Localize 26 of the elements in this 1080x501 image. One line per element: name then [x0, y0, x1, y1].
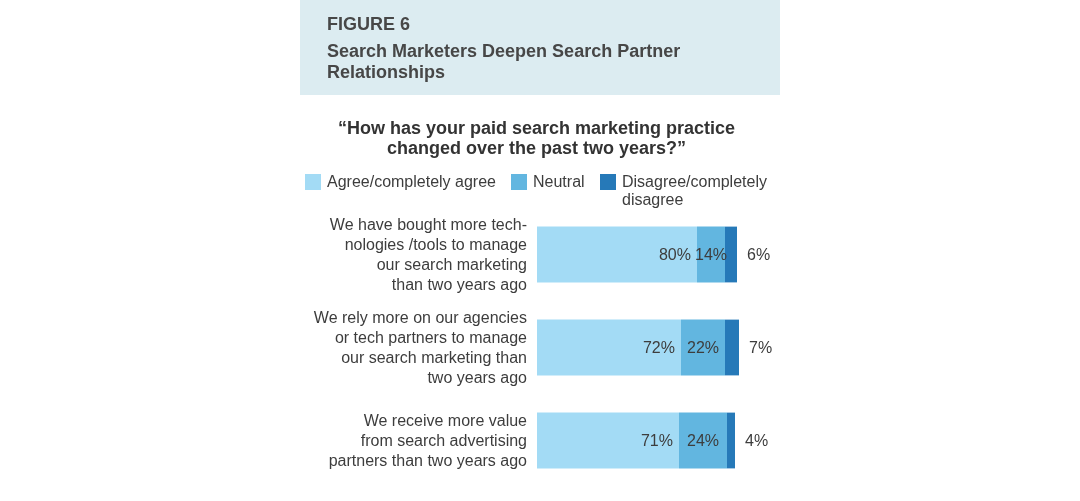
legend-label: Disagree/completely disagree [622, 173, 767, 208]
data-label: 4% [745, 431, 769, 449]
bar [537, 226, 697, 283]
legend-label: Neutral [533, 173, 585, 190]
data-label: 14% [694, 245, 728, 263]
y-tick-label: We rely more on our agencies or tech partners to manage our search marketing than two years ago [313, 308, 528, 386]
bar [725, 319, 739, 376]
legend-label: Agree/completely agree [327, 173, 497, 190]
bar [727, 412, 735, 469]
bar [537, 319, 681, 376]
data-label: 72% [642, 338, 675, 356]
data-label: 71% [640, 431, 673, 449]
data-label: 22% [686, 338, 720, 356]
bar [679, 412, 727, 469]
data-label: 6% [747, 245, 771, 263]
data-label: 80% [658, 245, 691, 263]
chart-subtitle: Search Marketers Deepen Search Partner Relationships [327, 41, 681, 82]
y-tick-label: We have bought more tech- nologies /tools to manage our search marketing than two years ago [329, 215, 528, 293]
text: “How has your paid search marketing practice changed over the past two years?” [337, 118, 736, 158]
data-label: 7% [749, 338, 773, 356]
bar [537, 412, 679, 469]
bar [725, 226, 737, 283]
y-tick-label: We receive more value from search advertising partners than two years ago [328, 411, 528, 469]
data-label: 24% [686, 431, 720, 449]
bar [681, 319, 725, 376]
text: FIGURE 6 [327, 14, 411, 34]
